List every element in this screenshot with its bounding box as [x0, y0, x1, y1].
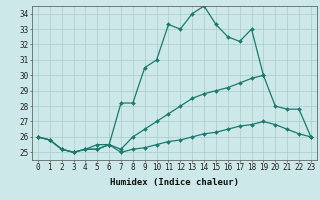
X-axis label: Humidex (Indice chaleur): Humidex (Indice chaleur): [110, 178, 239, 187]
